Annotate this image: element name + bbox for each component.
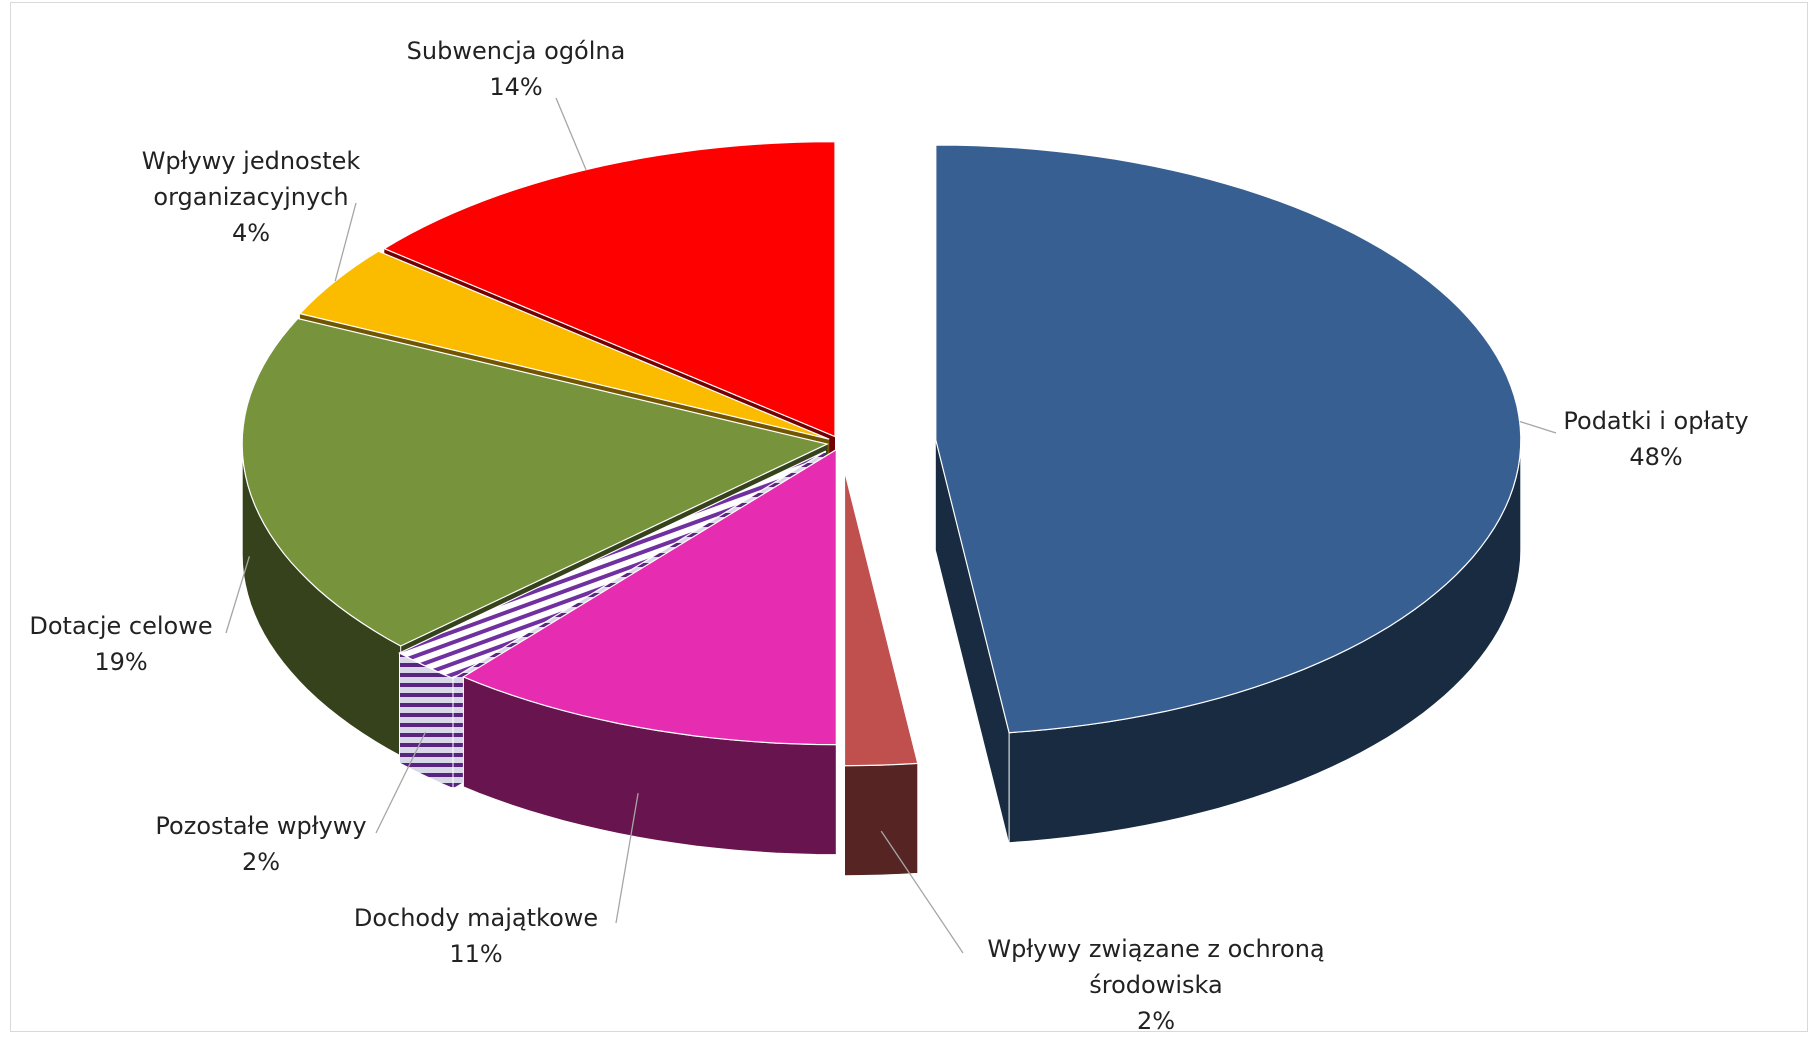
label-name: Wpływy związane z ochroną środowiska	[987, 935, 1325, 999]
label-value: 2%	[1136, 1007, 1176, 1035]
label-name: Subwencja ogólna	[406, 37, 626, 65]
label-value: 14%	[489, 73, 543, 101]
slice-outer-wall	[844, 762, 919, 877]
label-value: 4%	[231, 219, 271, 247]
label-value: 19%	[94, 648, 148, 676]
data-label: Podatki i opłaty 48%	[1556, 403, 1756, 475]
label-name: Dochody majątkowe	[353, 904, 599, 932]
data-label: Wpływy jednostek organizacyjnych 4%	[126, 143, 376, 251]
label-name: Pozostałe wpływy	[155, 812, 367, 840]
label-value: 11%	[449, 940, 503, 968]
leader-line	[225, 556, 251, 634]
data-label: Pozostałe wpływy 2%	[141, 808, 381, 880]
slice-top	[935, 144, 1522, 734]
slice-top	[398, 450, 827, 680]
leader-line	[880, 830, 964, 954]
label-name: Dotacje celowe	[29, 612, 213, 640]
leader-line	[1519, 420, 1557, 434]
leader-line	[375, 731, 427, 834]
pie-slice	[935, 144, 1522, 844]
leader-line	[334, 202, 357, 282]
pie-slice	[843, 470, 919, 877]
label-value: 2%	[241, 848, 281, 876]
slice-top	[462, 448, 837, 746]
leader-line	[555, 97, 587, 170]
data-label: Dotacje celowe 19%	[16, 608, 226, 680]
chart: Podatki i opłaty 48% Wpływy związane z och…	[10, 2, 1808, 1035]
pie-slice	[462, 448, 837, 856]
label-value: 48%	[1629, 443, 1683, 471]
data-label: Wpływy związane z ochroną środowiska 2%	[956, 931, 1356, 1039]
label-name: Podatki i opłaty	[1563, 407, 1749, 435]
slice-radial-wall	[935, 440, 1010, 843]
data-label: Dochody majątkowe 11%	[341, 900, 611, 972]
slice-top	[241, 317, 830, 647]
slice-top	[843, 470, 919, 767]
label-name: Wpływy jednostek organizacyjnych	[141, 147, 361, 211]
pie-canvas	[225, 97, 1557, 954]
data-label: Subwencja ogólna 14%	[381, 33, 651, 105]
leader-line	[615, 793, 639, 924]
